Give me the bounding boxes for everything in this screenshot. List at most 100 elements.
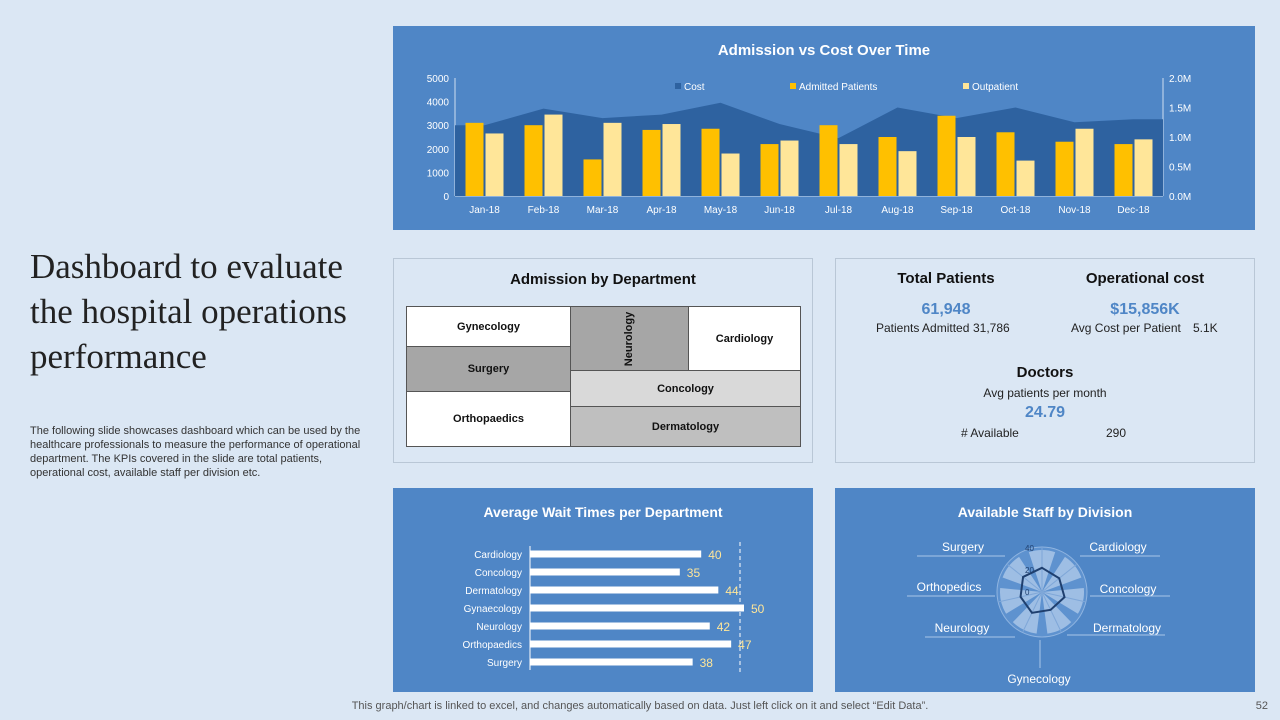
wait-times-panel: Average Wait Times per Department Cardio… (393, 488, 813, 692)
x-tick-label: Mar-18 (587, 205, 619, 216)
outpatient-bar (957, 137, 976, 196)
outpatient-bar (1134, 139, 1153, 196)
staff-division-chart: 0 20 40 Cardiology Concology Dermatology Gynec… (907, 540, 1170, 686)
y2-tick-label: 0.0M (1169, 192, 1191, 203)
wait-times-title: Average Wait Times per Department (483, 504, 723, 520)
outpatient-bar (721, 153, 740, 196)
admission-department-title: Admission by Department (510, 271, 696, 288)
legend-label: Admitted Patients (799, 82, 877, 93)
admission-cost-title: Admission vs Cost Over Time (717, 42, 931, 59)
avg-patients-per-month-label: Avg patients per month (983, 386, 1107, 400)
available-label: # Available (961, 426, 1019, 440)
operational-cost-label: Operational cost (1085, 270, 1205, 287)
treemap-cell-surgery: Surgery (406, 346, 571, 392)
y-tick-label: 2000 (427, 145, 450, 156)
x-tick-label: Oct-18 (1000, 205, 1030, 216)
staff-division-title: Available Staff by Division (957, 504, 1133, 520)
slide-description: The following slide showcases dashboard … (30, 425, 361, 479)
outpatient-bar (485, 133, 504, 196)
wait-category-label: Gynaecology (464, 604, 522, 615)
patients-admitted-value: 31,786 (973, 321, 1010, 335)
x-tick-label: Jun-18 (764, 205, 795, 216)
radar-category-label: Gynecology (1007, 672, 1070, 686)
staff-division-panel: Available Staff by Division 0 20 40 Cardiol… (835, 488, 1255, 692)
radar-data-polygon (1019, 566, 1066, 614)
admitted-bar (465, 122, 484, 196)
wait-value-label: 44 (725, 584, 739, 598)
x-tick-label: Jan-18 (469, 205, 500, 216)
x-tick-label: May-18 (704, 205, 738, 216)
admission-cost-chart: 0 1000 2000 3000 4000 5000 0.0M 0.5M 1.0M 1.5M 2.0… (427, 74, 1191, 216)
wait-value-label: 47 (738, 638, 752, 652)
x-tick-label: Dec-18 (1117, 205, 1150, 216)
operational-cost-value: $15,856K (1110, 301, 1180, 318)
outpatient-bar (544, 114, 563, 196)
slide-title: Dashboard to evaluate the hospital opera… (30, 247, 347, 376)
wait-bar (530, 604, 744, 612)
admitted-bar (937, 115, 956, 196)
total-patients-value: 61,948 (921, 301, 971, 318)
wait-bar (530, 640, 732, 648)
doctors-value: 24.79 (1024, 404, 1066, 421)
y-tick-label: 1000 (427, 168, 450, 179)
radar-category-label: Neurology (935, 621, 990, 635)
outpatient-bar (839, 144, 858, 196)
radar-petal (1002, 556, 1042, 592)
wait-value-label: 38 (700, 656, 714, 670)
x-tick-label: Nov-18 (1058, 205, 1091, 216)
admitted-bar (1055, 141, 1074, 196)
available-value: 290 (1106, 426, 1127, 440)
radar-petal (1042, 592, 1072, 634)
admitted-bar (583, 159, 602, 196)
kpi-panel: Total Patients 61,948 Patients Admitted … (835, 258, 1255, 463)
wait-category-label: Neurology (476, 622, 522, 633)
y-tick-label: 4000 (427, 98, 450, 109)
radar-category-label: Concology (1100, 582, 1157, 596)
y2-tick-label: 2.0M (1169, 74, 1191, 85)
cost-area-series (455, 102, 1163, 196)
radar-category-label: Dermatology (1093, 621, 1161, 635)
total-patients-label: Total Patients (897, 270, 995, 287)
wait-bar (530, 568, 680, 576)
wait-value-label: 40 (708, 548, 722, 562)
wait-category-label: Concology (475, 568, 522, 579)
admitted-bar (1114, 144, 1133, 196)
y-tick-label: 5000 (427, 74, 450, 85)
footer-note: This graph/chart is linked to excel, and… (351, 700, 929, 712)
outpatient-bar (1075, 128, 1094, 196)
wait-category-label: Cardiology (474, 550, 522, 561)
admitted-bar (642, 129, 661, 196)
admitted-bar (878, 137, 897, 196)
wait-bar (530, 586, 719, 594)
radar-spoke (1007, 564, 1043, 593)
patients-admitted-label: Patients Admitted (876, 321, 970, 335)
admitted-bar (524, 125, 543, 196)
x-tick-label: Sep-18 (940, 205, 973, 216)
wait-value-label: 50 (751, 602, 765, 616)
outpatient-bar (898, 151, 917, 196)
legend-swatch (675, 83, 681, 89)
treemap-cell-concology: Concology (570, 370, 801, 407)
doctors-label: Doctors (1016, 364, 1074, 381)
y-tick-label: 3000 (427, 121, 450, 132)
y2-tick-label: 0.5M (1169, 163, 1191, 174)
admitted-bar (996, 132, 1015, 196)
radar-category-label: Cardiology (1089, 540, 1146, 554)
legend-swatch (790, 83, 796, 89)
treemap-cell-dermatology: Dermatology (570, 406, 801, 447)
treemap-label-neurology: Neurology (623, 311, 636, 366)
treemap-cell-orthopaedics: Orthopaedics (406, 391, 571, 447)
wait-times-chart: Cardiology 40 Concology 35 Dermatology 44 Gyna… (463, 542, 765, 674)
admitted-bar (819, 125, 838, 196)
admitted-bar (760, 144, 779, 196)
legend-label: Outpatient (972, 82, 1018, 93)
treemap-cell-neurology: Neurology (570, 306, 689, 371)
x-tick-label: Jul-18 (825, 205, 853, 216)
outpatient-bar (780, 140, 799, 196)
admission-department-panel: Admission by Department Gynecology Surge… (393, 258, 813, 463)
outpatient-bar (603, 122, 622, 196)
wait-bar (530, 622, 710, 630)
radar-category-label: Surgery (942, 540, 984, 554)
radar-tick-label: 0 (1025, 588, 1030, 597)
y-tick-label: 0 (443, 192, 449, 203)
